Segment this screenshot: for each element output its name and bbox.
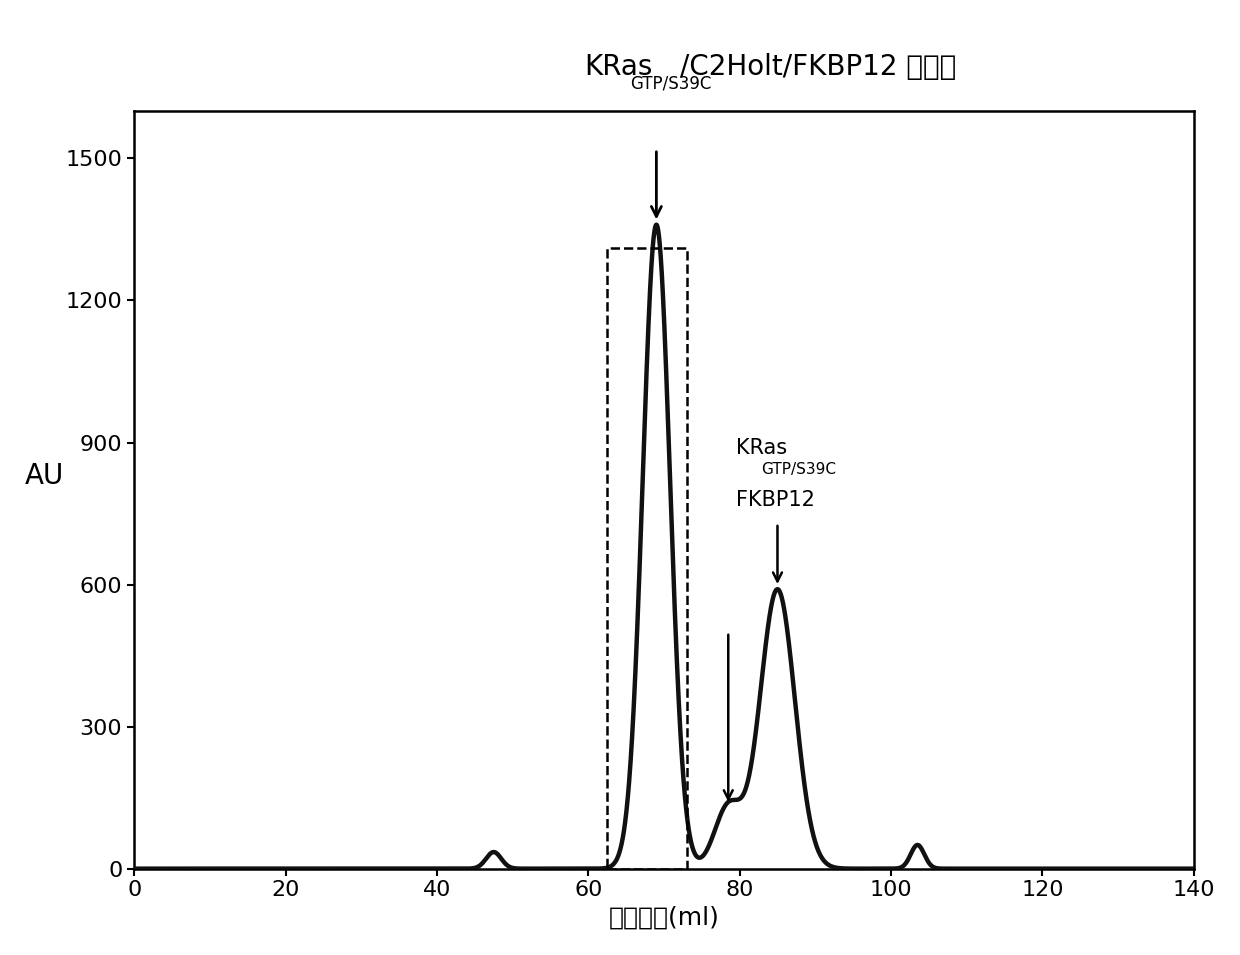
Text: GTP/S39C: GTP/S39C — [761, 462, 836, 478]
Text: KRas: KRas — [584, 53, 652, 81]
Text: /C2Holt/FKBP12 复合物: /C2Holt/FKBP12 复合物 — [680, 53, 956, 81]
Text: KRas: KRas — [735, 437, 787, 457]
Bar — [608, 248, 687, 869]
X-axis label: 洗脱体积(ml): 洗脱体积(ml) — [609, 906, 719, 930]
Text: FKBP12: FKBP12 — [735, 490, 815, 510]
Y-axis label: AU: AU — [25, 462, 64, 490]
Text: GTP/S39C: GTP/S39C — [630, 74, 712, 92]
